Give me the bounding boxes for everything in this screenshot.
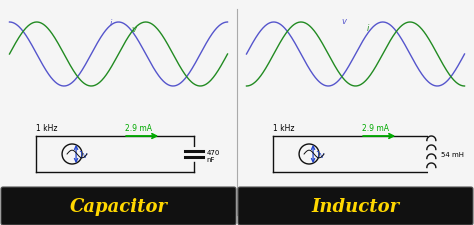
Bar (0, 0, 237, 225)
Text: Capacitor: Capacitor (70, 197, 167, 215)
Bar (237, 0, 474, 225)
Text: nF: nF (206, 156, 215, 162)
Text: 470: 470 (206, 149, 220, 155)
Text: 2.9 mA: 2.9 mA (362, 124, 389, 132)
Text: 1 kHz: 1 kHz (36, 124, 57, 132)
Text: Inductor: Inductor (311, 197, 400, 215)
Text: i: i (109, 19, 112, 28)
FancyBboxPatch shape (1, 187, 236, 225)
FancyBboxPatch shape (238, 187, 473, 225)
Text: i: i (366, 23, 369, 32)
Text: 2.9 mA: 2.9 mA (125, 124, 152, 132)
Text: 1v: 1v (315, 150, 324, 159)
Text: 1 kHz: 1 kHz (273, 124, 294, 132)
Text: 54 mH: 54 mH (441, 151, 464, 157)
Text: v: v (341, 17, 346, 26)
Text: v: v (131, 25, 136, 34)
Text: 1v: 1v (78, 150, 87, 159)
